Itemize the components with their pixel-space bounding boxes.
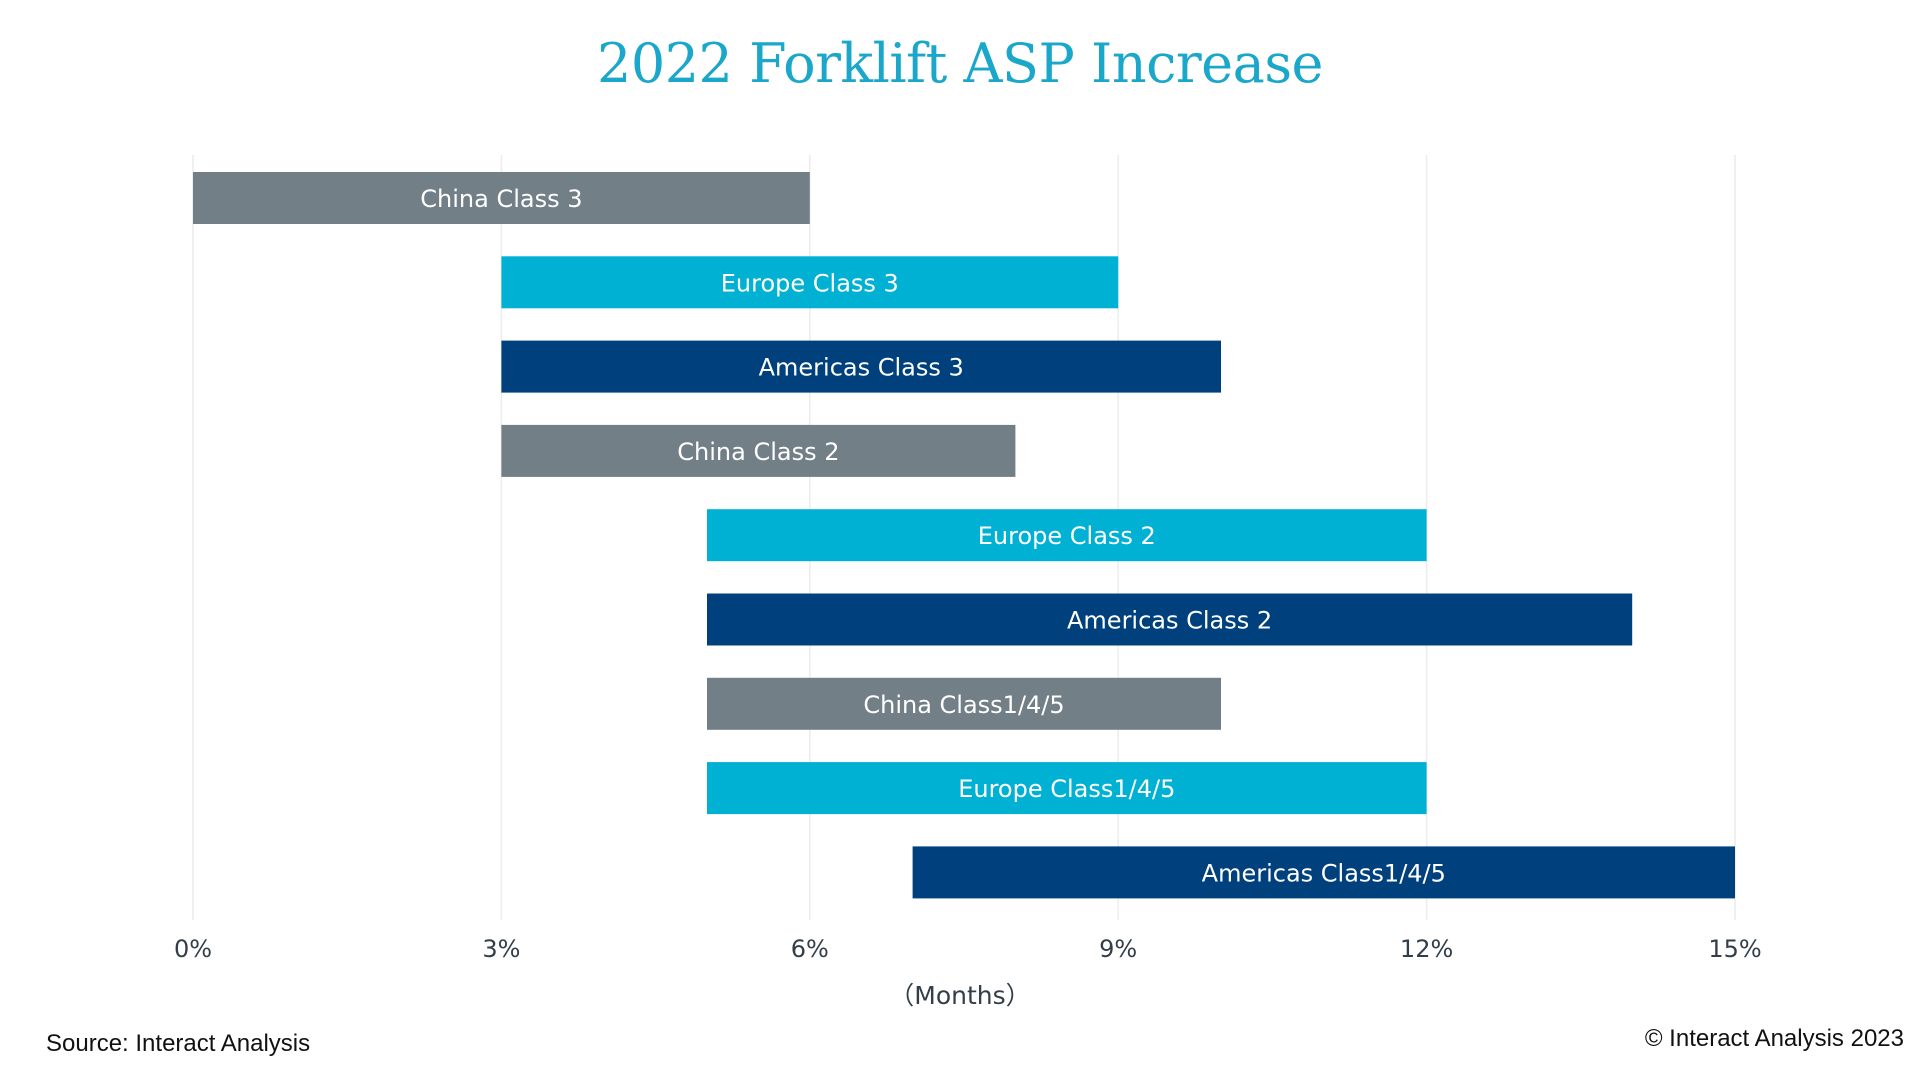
bar-2 (501, 340, 1221, 393)
bar-1 (501, 256, 1119, 309)
x-tick-label-0: 0% (174, 935, 212, 963)
bar-label-4: Europe Class 2 (978, 522, 1156, 550)
bar-label-0: China Class 3 (420, 185, 582, 213)
bar-label-8: Americas Class1/4/5 (1202, 859, 1446, 887)
bar-chart: China Class 3 Europe Class 3 Americas Clas… (174, 155, 1762, 963)
x-tick-label-3: 9% (1099, 935, 1137, 963)
copyright-note: © Interact Analysis 2023 (1644, 1025, 1904, 1052)
x-tick-label-4: 12% (1400, 935, 1453, 963)
bar-3 (501, 424, 1016, 477)
bar-label-2: Americas Class 3 (759, 354, 964, 382)
bar-label-6: China Class1/4/5 (863, 691, 1064, 719)
x-axis-label: （Months） (889, 981, 1031, 1010)
x-tick-label-5: 15% (1708, 935, 1761, 963)
bar-label-5: Americas Class 2 (1067, 607, 1272, 635)
bar-7 (707, 762, 1427, 815)
bar-8 (912, 846, 1735, 899)
source-note: Source: Interact Analysis (46, 1030, 311, 1057)
chart-title: 2022 Forklift ASP Increase (596, 32, 1324, 95)
bar-6 (707, 677, 1221, 730)
bars: China Class 3 Europe Class 3 Americas Clas… (193, 172, 1735, 899)
bar-label-3: China Class 2 (677, 438, 839, 466)
bar-4 (707, 509, 1427, 562)
x-tick-label-2: 6% (791, 935, 829, 963)
bar-0 (193, 172, 810, 224)
bar-label-1: Europe Class 3 (721, 269, 899, 297)
x-tick-label-1: 3% (482, 935, 520, 963)
x-axis-ticks: 0% 3% 6% 9% 12% 15% (174, 935, 1762, 963)
bar-label-7: Europe Class1/4/5 (958, 775, 1175, 803)
bar-5 (707, 593, 1633, 646)
